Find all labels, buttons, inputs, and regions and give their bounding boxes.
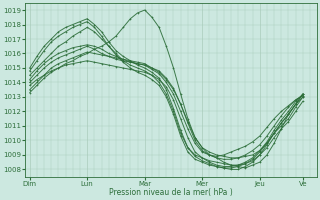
X-axis label: Pression niveau de la mer( hPa ): Pression niveau de la mer( hPa ) — [109, 188, 233, 197]
